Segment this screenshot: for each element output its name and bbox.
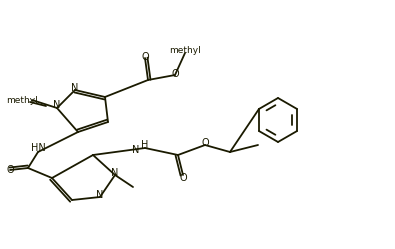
Text: HN: HN <box>31 143 45 153</box>
Text: N: N <box>71 83 79 93</box>
Text: O: O <box>201 138 209 148</box>
Text: N: N <box>96 190 103 200</box>
Text: methyl: methyl <box>169 46 201 55</box>
Text: N: N <box>53 100 61 110</box>
Text: N: N <box>111 168 118 178</box>
Text: N: N <box>132 145 140 155</box>
Text: H: H <box>141 140 149 150</box>
Text: methyl: methyl <box>6 96 38 105</box>
Text: O: O <box>171 69 179 79</box>
Text: O: O <box>6 165 14 175</box>
Text: O: O <box>141 52 149 62</box>
Text: O: O <box>179 173 187 183</box>
